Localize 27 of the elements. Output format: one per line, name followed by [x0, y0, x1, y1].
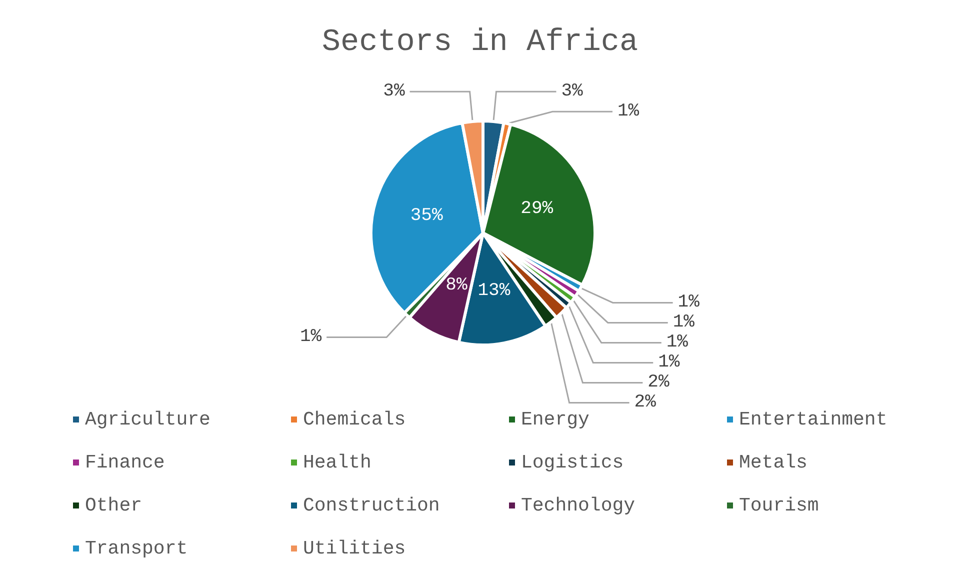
- legend-label: Transport: [85, 538, 188, 560]
- data-label: 3%: [383, 82, 405, 102]
- data-label: 2%: [634, 392, 656, 413]
- legend-label: Agriculture: [85, 408, 210, 430]
- legend-label: Metals: [739, 452, 808, 474]
- legend-label: Chemicals: [303, 408, 406, 430]
- legend-label: Finance: [85, 452, 165, 474]
- data-label: 3%: [561, 82, 584, 102]
- legend-label: Construction: [303, 494, 440, 516]
- legend-label: Energy: [521, 408, 590, 430]
- data-label: 1%: [666, 332, 688, 353]
- legend-label: Other: [85, 494, 142, 516]
- legend-label: Entertainment: [739, 408, 888, 430]
- legend-label: Logistics: [521, 452, 624, 474]
- data-label: 1%: [617, 102, 640, 122]
- data-label: 35%: [410, 206, 443, 226]
- legend-label: Technology: [521, 494, 636, 516]
- legend-label: Health: [303, 452, 372, 474]
- data-label: 1%: [672, 312, 695, 333]
- data-label: 1%: [300, 327, 322, 348]
- legend-label: Tourism: [739, 494, 819, 516]
- data-label: 29%: [520, 198, 554, 219]
- legend-label: Utilities: [303, 538, 406, 560]
- data-label: 2%: [648, 372, 670, 393]
- data-label: 1%: [658, 352, 680, 373]
- chart-title: Sectors in Africa: [322, 25, 638, 60]
- data-label: 1%: [678, 292, 700, 313]
